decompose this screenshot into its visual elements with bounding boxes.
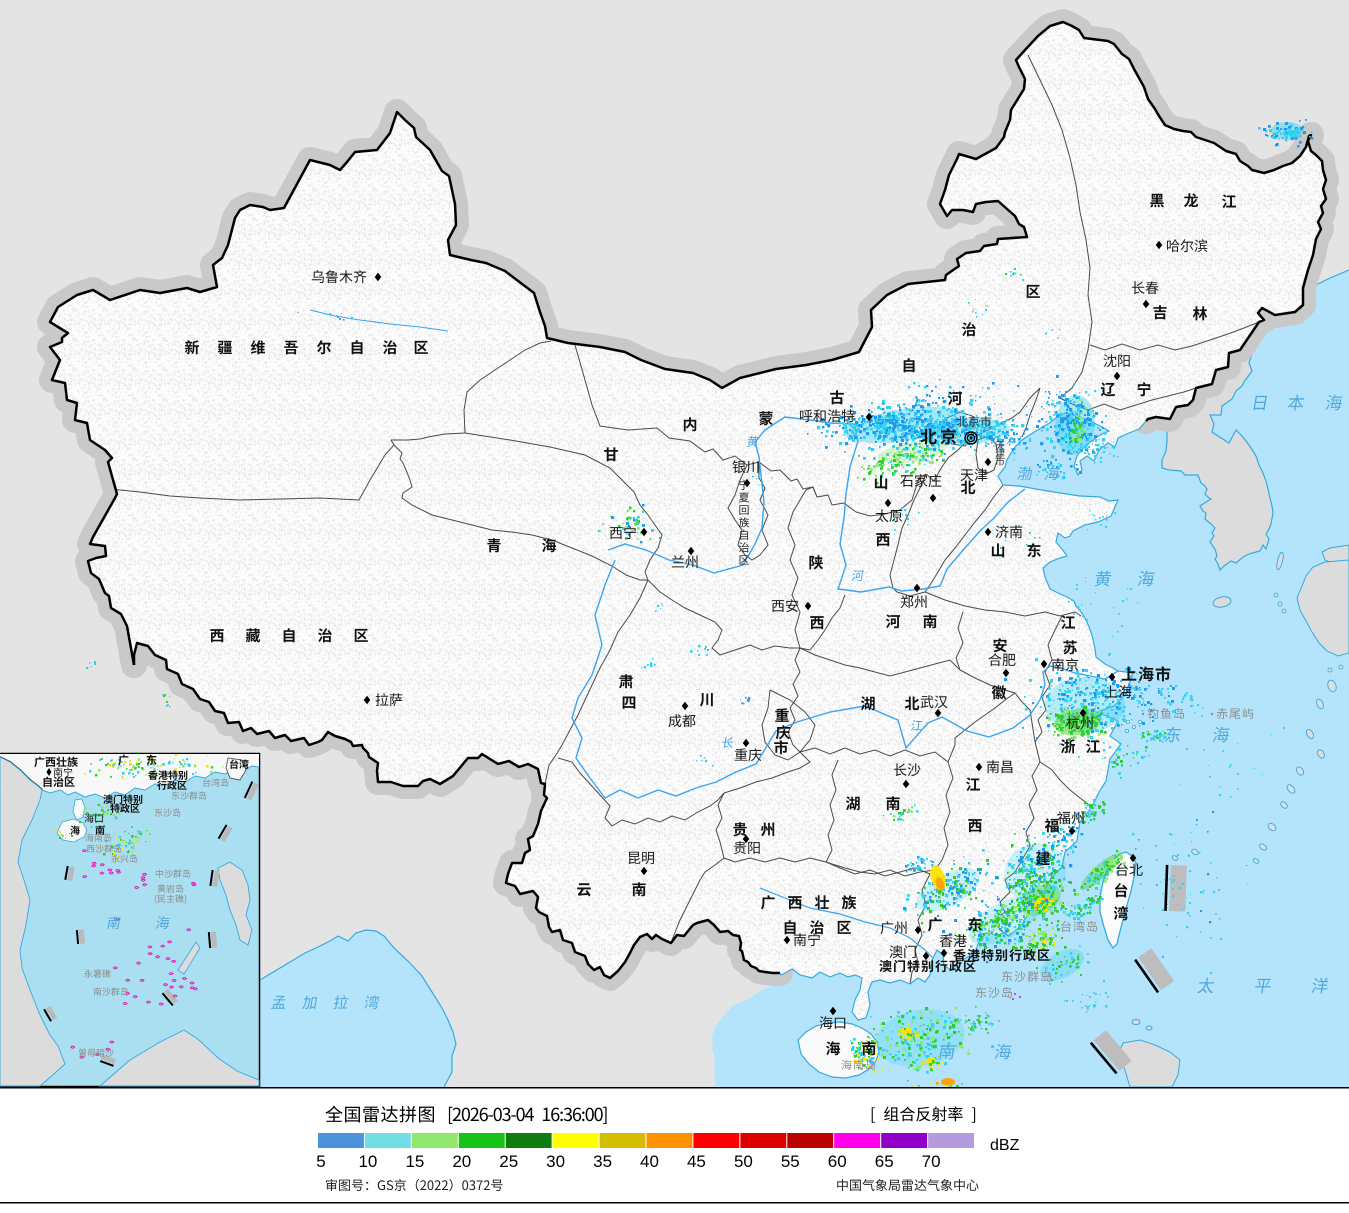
- svg-text:20: 20: [452, 1152, 471, 1171]
- svg-text:25: 25: [499, 1152, 518, 1171]
- svg-text:50: 50: [734, 1152, 753, 1171]
- svg-text:65: 65: [875, 1152, 894, 1171]
- svg-text:30: 30: [546, 1152, 565, 1171]
- svg-text:10: 10: [358, 1152, 377, 1171]
- svg-text:5: 5: [316, 1152, 325, 1171]
- svg-text:15: 15: [405, 1152, 424, 1171]
- svg-text:70: 70: [922, 1152, 941, 1171]
- svg-text:60: 60: [828, 1152, 847, 1171]
- svg-text:55: 55: [781, 1152, 800, 1171]
- svg-text:35: 35: [593, 1152, 612, 1171]
- svg-text:45: 45: [687, 1152, 706, 1171]
- svg-text:dBZ: dBZ: [990, 1137, 1020, 1154]
- svg-text:40: 40: [640, 1152, 659, 1171]
